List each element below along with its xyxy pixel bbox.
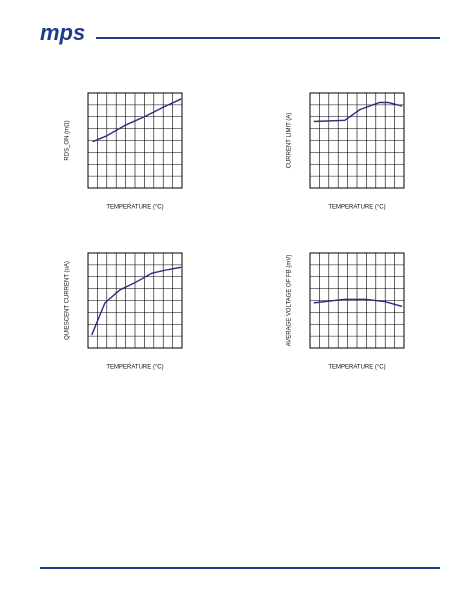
data-line [91, 266, 182, 336]
data-line [313, 298, 403, 308]
plot-frame [87, 92, 183, 189]
x-axis-label: TEMPERATURE (°C) [328, 365, 385, 371]
x-axis-label: TEMPERATURE (°C) [328, 205, 385, 211]
plot-frame [309, 92, 405, 189]
y-axis-label: RDS_ON (mΩ) [65, 120, 71, 160]
plot-frame [309, 252, 405, 349]
x-axis-label: TEMPERATURE (°C) [106, 205, 163, 211]
x-axis-label: TEMPERATURE (°C) [106, 365, 163, 371]
data-line [92, 98, 182, 143]
y-axis-label: AVERAGE VOLTAGE OF FB (mV) [287, 255, 293, 347]
logo: mps [40, 20, 85, 45]
data-line [313, 101, 403, 123]
plot-frame [87, 252, 183, 349]
y-axis-label: QUIESCENT CURRENT (uA) [65, 261, 71, 340]
y-axis-label: CURRENT LIMIT (A) [287, 113, 293, 169]
